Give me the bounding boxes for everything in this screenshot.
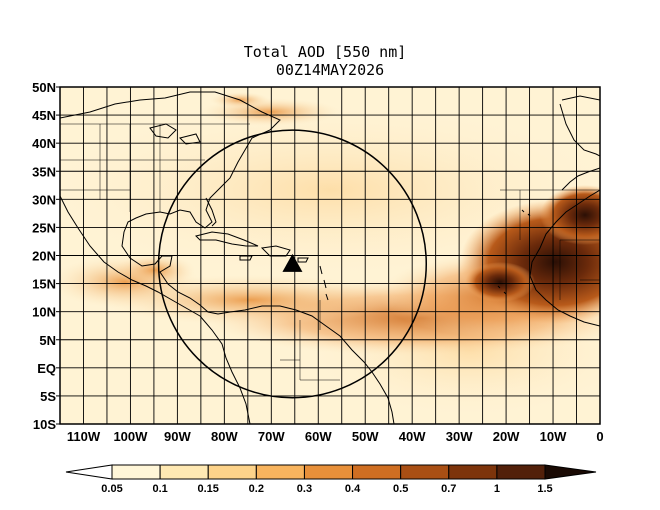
- latitude-labels: 50N 45N 40N 35N 30N 25N 20N 15N 10N 5N EQ 5S 10S: [32, 80, 60, 432]
- colorbar-label: 0.15: [198, 483, 219, 495]
- lat-tick-label: 5S: [40, 389, 56, 404]
- lon-tick-label: 70W: [258, 429, 285, 444]
- colorbar-segment: [303, 464, 354, 480]
- lon-tick-label: 10W: [540, 429, 567, 444]
- colorbar: 0.05 0.1 0.15 0.2 0.3 0.4 0.5 0.7 1 1.5: [65, 464, 597, 495]
- colorbar-label: 1: [494, 483, 500, 495]
- range-circle: [157, 129, 428, 399]
- lat-tick-label: 25N: [32, 220, 56, 235]
- colorbar-label: 0.3: [297, 483, 312, 495]
- lat-tick-label: EQ: [37, 361, 56, 376]
- lon-tick-label: 60W: [305, 429, 332, 444]
- lat-tick-label: 35N: [32, 164, 56, 179]
- lon-tick-label: 30W: [446, 429, 473, 444]
- lat-tick-label: 10S: [33, 417, 56, 432]
- colorbar-segment: [400, 464, 450, 480]
- longitude-labels: 110W 100W 90W 80W 70W 60W 50W 40W 30W 20W 10W 0: [67, 429, 604, 444]
- colorbar-max-arrow: [544, 464, 597, 480]
- lon-tick-label: 100W: [113, 429, 148, 444]
- colorbar-segment: [159, 464, 209, 480]
- lat-tick-label: 15N: [32, 277, 56, 292]
- colorbar-label: 1.5: [537, 483, 552, 495]
- colorbar-label: 0.5: [393, 483, 408, 495]
- lat-tick-label: 30N: [32, 192, 56, 207]
- colorbar-label: 0.7: [441, 483, 456, 495]
- lon-tick-label: 80W: [211, 429, 238, 444]
- map-valid-time: 00Z14MAY2026: [276, 61, 384, 79]
- colorbar-segment: [352, 464, 402, 480]
- lon-tick-label: 110W: [67, 429, 101, 444]
- map-title: Total AOD [550 nm]: [244, 43, 407, 61]
- coastlines: [60, 91, 600, 424]
- lon-tick-label: 50W: [352, 429, 379, 444]
- lon-tick-label: 0: [596, 429, 603, 444]
- lat-tick-label: 50N: [32, 80, 56, 95]
- lon-tick-label: 90W: [164, 429, 191, 444]
- colorbar-label: 0.05: [101, 483, 122, 495]
- colorbar-label: 0.2: [249, 483, 264, 495]
- triangle-marker-icon: [282, 253, 303, 272]
- colorbar-segment: [255, 464, 305, 480]
- lat-tick-label: 5N: [39, 333, 56, 348]
- colorbar-min-arrow: [65, 464, 113, 480]
- colorbar-segment: [207, 464, 257, 480]
- lat-tick-label: 45N: [32, 108, 56, 123]
- colorbar-segment: [496, 464, 546, 480]
- colorbar-label: 0.4: [345, 483, 361, 495]
- colorbar-segment: [448, 464, 498, 480]
- colorbar-label: 0.1: [152, 483, 167, 495]
- lat-tick-label: 40N: [32, 136, 56, 151]
- lat-tick-label: 10N: [32, 305, 56, 320]
- lat-tick-label: 20N: [32, 249, 56, 264]
- lon-tick-label: 20W: [493, 429, 520, 444]
- lon-tick-label: 40W: [399, 429, 426, 444]
- colorbar-segment: [111, 464, 161, 480]
